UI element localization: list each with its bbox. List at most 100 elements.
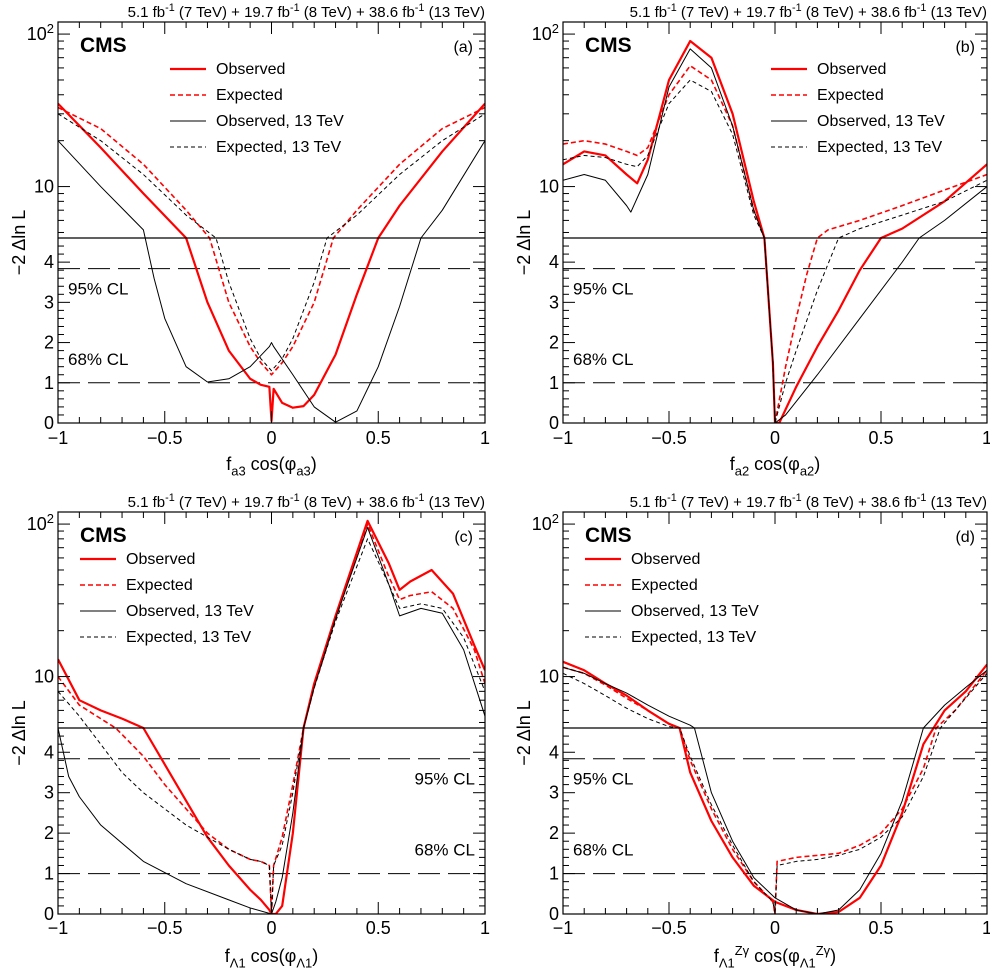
legend-entry: Observed <box>631 551 700 568</box>
x-tick-label: 1 <box>480 428 490 448</box>
legend-entry: Expected <box>216 87 283 104</box>
y-log-tick-label: 10 <box>539 667 559 687</box>
legend-entry: Expected, 13 TeV <box>126 629 251 646</box>
y-tick-label: 0 <box>549 904 559 924</box>
x-tick-label: −1 <box>48 918 69 938</box>
series-line-expected-13-tev <box>58 113 485 372</box>
y-log-tick-label: 102 <box>532 511 559 534</box>
y-log-tick-label: 102 <box>27 511 54 534</box>
series-line-expected <box>563 64 987 423</box>
x-tick-label: 1 <box>480 918 490 938</box>
y-tick-label: 1 <box>44 373 54 393</box>
cl95-label: 95% CL <box>573 770 633 789</box>
y-tick-label: 4 <box>549 742 559 762</box>
y-log-tick-label: 10 <box>34 177 54 197</box>
y-tick-label: 2 <box>549 333 559 353</box>
y-axis-label: −2 Δln L <box>514 700 534 766</box>
legend: Observed Expected Observed, 13 TeV Expected… <box>80 551 254 646</box>
y-axis-label: −2 Δln L <box>9 210 29 276</box>
x-tick-label: 1 <box>982 918 990 938</box>
legend-entry: Expected <box>817 87 884 104</box>
lumi-label: 5.1 fb-1 (7 TeV) + 19.7 fb-1 (8 TeV) + 3… <box>128 2 485 21</box>
legend-entry: Observed <box>817 61 886 78</box>
cl68-label: 68% CL <box>68 350 128 369</box>
y-log-tick-label: 10 <box>539 177 559 197</box>
x-tick-label: 0 <box>770 428 780 448</box>
panel-d: 5.1 fb-1 (7 TeV) + 19.7 fb-1 (8 TeV) + 3… <box>514 492 990 970</box>
y-tick-label: 0 <box>44 904 54 924</box>
x-tick-label: 0 <box>266 918 276 938</box>
legend-entry: Expected, 13 TeV <box>631 629 756 646</box>
lumi-label: 5.1 fb-1 (7 TeV) + 19.7 fb-1 (8 TeV) + 3… <box>128 492 485 511</box>
x-tick-label: 0 <box>770 918 780 938</box>
legend-entry: Observed, 13 TeV <box>631 603 759 620</box>
y-tick-label: 2 <box>44 823 54 843</box>
x-tick-label: −0.5 <box>651 918 687 938</box>
series-line-observed-13-tev <box>563 666 987 914</box>
panel-label: (d) <box>955 529 975 546</box>
legend-entry: Observed, 13 TeV <box>216 113 344 130</box>
series-line-observed <box>58 519 485 914</box>
x-tick-label: 1 <box>982 428 990 448</box>
y-axis-label: −2 Δln L <box>514 210 534 276</box>
panel-label: (c) <box>454 529 473 546</box>
legend-entry: Expected <box>126 577 193 594</box>
y-log-tick-label: 102 <box>27 21 54 44</box>
series-line-expected <box>58 106 485 376</box>
cl95-label: 95% CL <box>573 280 633 299</box>
y-log-tick-label: 10 <box>34 667 54 687</box>
experiment-label: CMS <box>585 524 632 547</box>
y-tick-label: 4 <box>549 252 559 272</box>
y-tick-label: 3 <box>44 783 54 803</box>
y-log-tick-label: 102 <box>532 21 559 44</box>
legend: Observed Expected Observed, 13 TeV Expected… <box>170 61 344 156</box>
y-tick-label: 2 <box>549 823 559 843</box>
x-tick-label: 0 <box>266 428 276 448</box>
cl95-label: 95% CL <box>415 770 475 789</box>
panel-b: 5.1 fb-1 (7 TeV) + 19.7 fb-1 (8 TeV) + 3… <box>514 2 990 478</box>
y-tick-label: 1 <box>549 864 559 884</box>
y-tick-label: 3 <box>549 783 559 803</box>
series-line-expected-13-tev <box>563 79 987 423</box>
x-tick-label: −0.5 <box>147 428 183 448</box>
legend: Observed Expected Observed, 13 TeV Expected… <box>771 61 945 156</box>
experiment-label: CMS <box>585 34 632 57</box>
y-tick-label: 4 <box>44 252 54 272</box>
panel-c: 5.1 fb-1 (7 TeV) + 19.7 fb-1 (8 TeV) + 3… <box>9 492 490 970</box>
y-tick-label: 0 <box>549 413 559 433</box>
panel-a: 5.1 fb-1 (7 TeV) + 19.7 fb-1 (8 TeV) + 3… <box>9 2 490 478</box>
legend-entry: Expected, 13 TeV <box>216 139 341 156</box>
series-line-observed-13-tev <box>563 48 987 423</box>
legend: Observed Expected Observed, 13 TeV Expected… <box>585 551 759 646</box>
experiment-label: CMS <box>80 524 127 547</box>
series-line-expected <box>58 523 485 914</box>
series-line-expected <box>563 666 987 914</box>
legend-entry: Expected <box>631 577 698 594</box>
legend-entry: Observed <box>216 61 285 78</box>
x-tick-label: 0.5 <box>366 428 391 448</box>
cl68-label: 68% CL <box>573 841 633 860</box>
x-tick-label: 0.5 <box>366 918 391 938</box>
x-axis-label: fa3 cos(φa3) <box>226 454 317 478</box>
series-line-observed-13-tev <box>58 140 485 423</box>
panel-label: (b) <box>955 39 975 56</box>
experiment-label: CMS <box>80 34 127 57</box>
series-line-expected-13-tev <box>58 538 485 914</box>
x-axis-label: fa2 cos(φa2) <box>730 454 821 478</box>
x-tick-label: 0.5 <box>868 428 893 448</box>
x-axis-label: fΛ1Zγ cos(φΛ1Zγ) <box>714 943 836 971</box>
x-tick-label: −0.5 <box>147 918 183 938</box>
x-tick-label: −1 <box>553 918 574 938</box>
lumi-label: 5.1 fb-1 (7 TeV) + 19.7 fb-1 (8 TeV) + 3… <box>630 492 987 511</box>
y-tick-label: 0 <box>44 413 54 433</box>
series-line-observed <box>563 660 987 914</box>
legend-entry: Observed, 13 TeV <box>817 113 945 130</box>
y-tick-label: 4 <box>44 742 54 762</box>
x-tick-label: 0.5 <box>868 918 893 938</box>
legend-entry: Observed <box>126 551 195 568</box>
series-line-expected-13-tev <box>563 672 987 914</box>
legend-entry: Observed, 13 TeV <box>126 603 254 620</box>
y-tick-label: 1 <box>549 373 559 393</box>
y-tick-label: 2 <box>44 333 54 353</box>
